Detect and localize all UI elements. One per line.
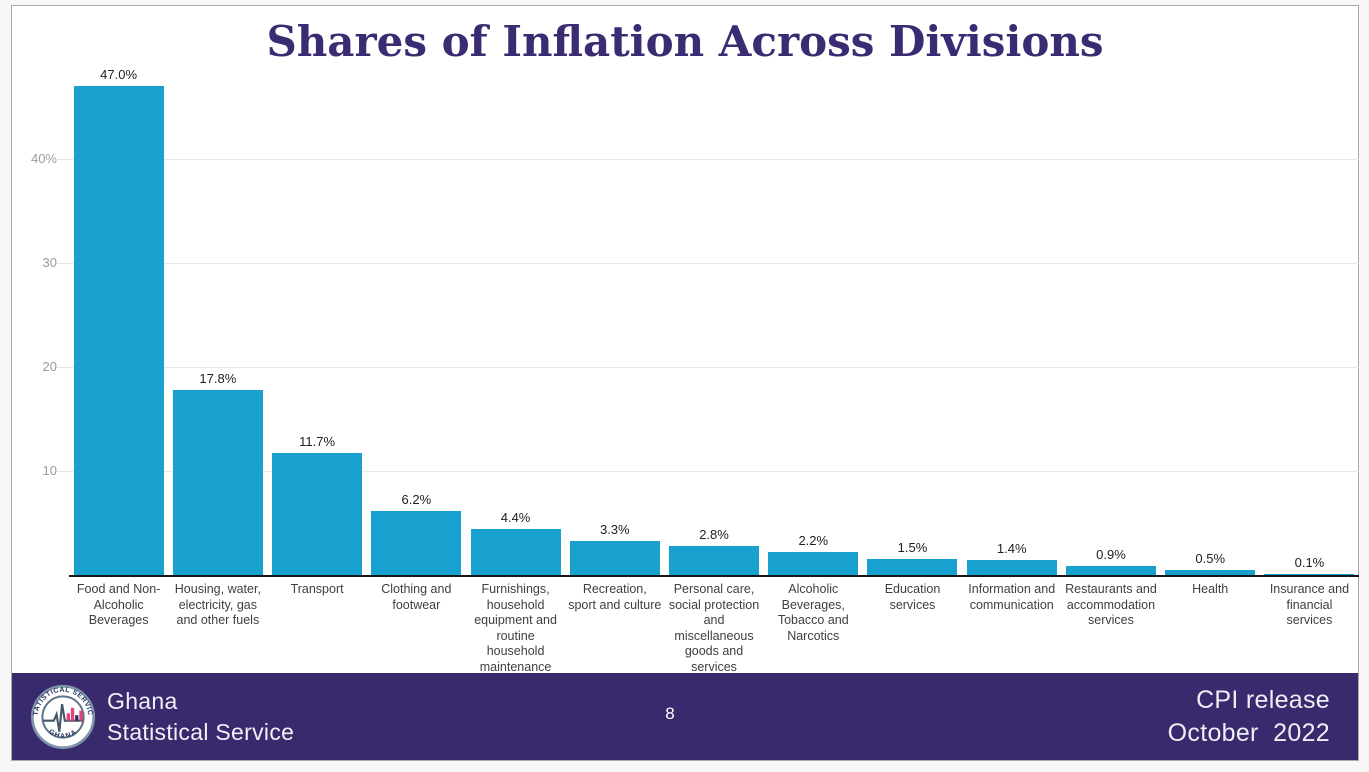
org-name: Ghana Statistical Service <box>107 686 294 748</box>
footer-bar: STATISTICAL SERVICE GHANA Ghana Statisti… <box>12 673 1358 760</box>
bar-column: 2.2% <box>764 533 863 575</box>
bar <box>73 86 164 575</box>
logo-pulse-line <box>42 703 84 732</box>
bars-container: 47.0% 17.8% 11.7% 6.2% 4.4% 3.3% 2.8% 2.2% 1.5% 1… <box>69 55 1359 575</box>
bar-value-label: 0.1% <box>1294 554 1325 570</box>
category-label: Transport <box>290 582 344 596</box>
logo-bar-3 <box>75 714 79 721</box>
logo-bar-1 <box>66 712 70 721</box>
bar <box>1065 565 1156 575</box>
bar-value-label: 2.2% <box>798 533 829 549</box>
x-axis-labels: Food and Non-Alcoholic Beverages Housing,… <box>69 582 1359 675</box>
bar-value-label: 3.3% <box>599 521 630 537</box>
category-label: Information and communication <box>968 582 1056 612</box>
bar <box>1165 569 1256 575</box>
bar-value-label: 4.4% <box>500 510 531 526</box>
logo-ekg-chart <box>42 703 84 732</box>
bar-value-label: 1.5% <box>897 540 928 556</box>
logo-inner-ring <box>41 694 85 739</box>
category-label: Personal care, social protection and mis… <box>668 582 760 674</box>
bar <box>669 545 760 575</box>
bar-column: 4.4% <box>466 510 565 575</box>
bar <box>1264 573 1355 575</box>
bar-column: 6.2% <box>367 492 466 575</box>
chart-title: Shares of Inflation Across Divisions <box>266 17 1104 66</box>
logo-bar-4 <box>79 710 83 721</box>
bar <box>966 560 1057 575</box>
bar <box>768 552 859 575</box>
bar-column: 0.1% <box>1260 555 1359 575</box>
bar-value-label: 6.2% <box>401 491 432 507</box>
bar-column: 0.9% <box>1061 547 1160 575</box>
bar <box>470 529 561 575</box>
bar <box>272 453 363 575</box>
x-axis-line <box>69 575 1359 577</box>
bar-value-label: 47.0% <box>100 67 138 83</box>
release-line1: CPI release <box>1196 685 1330 714</box>
bar-column: 2.8% <box>664 527 763 575</box>
gss-logo: STATISTICAL SERVICE GHANA <box>30 684 96 749</box>
category-label: Clothing and footwear <box>381 582 452 612</box>
y-tick-30 <box>57 263 69 264</box>
brand: STATISTICAL SERVICE GHANA Ghana Statisti… <box>30 684 294 750</box>
gridline-10 <box>69 471 1359 472</box>
y-tick-label-10: 10 <box>42 463 57 478</box>
y-tick-10 <box>57 471 69 472</box>
bar-value-label: 0.5% <box>1195 550 1226 566</box>
bar-value-label: 2.8% <box>699 526 729 542</box>
bar <box>172 389 263 575</box>
category-label: Furnishings, household equipment and rou… <box>474 582 557 674</box>
bar-column: 1.4% <box>962 541 1061 575</box>
category-label: Alcoholic Beverages, Tobacco and Narcoti… <box>777 582 849 643</box>
category-label: Housing, water, electricity, gas and oth… <box>174 582 261 627</box>
plot-area: 10 20 30 40% 47.0% 17.8% 11.7% 6.2% 4.4% 3.3% 2.8%… <box>31 55 1359 577</box>
category-label: Health <box>1192 582 1229 596</box>
org-name-line2: Statistical Service <box>107 718 295 745</box>
y-tick-label-40: 40% <box>30 151 57 166</box>
logo-bottom-text: GHANA <box>47 728 79 740</box>
category-label: Restaurants and accommodation services <box>1065 582 1157 627</box>
bar-column: 17.8% <box>168 371 267 575</box>
bar-value-label: 0.9% <box>1096 546 1126 562</box>
bar <box>371 510 462 575</box>
gridline-30 <box>69 263 1359 264</box>
slide: Shares of Inflation Across Divisions 10 2… <box>11 5 1359 761</box>
gridline-40 <box>69 159 1359 160</box>
category-label: Recreation, sport and culture <box>568 582 662 612</box>
bar-column: 0.5% <box>1161 551 1260 575</box>
bar-column: 1.5% <box>863 540 962 575</box>
category-label: Food and Non-Alcoholic Beverages <box>76 582 161 627</box>
bar-column: 47.0% <box>69 67 168 575</box>
bar-value-label: 17.8% <box>199 370 237 386</box>
y-tick-label-20: 20 <box>42 359 57 374</box>
release-info: CPI release October 2022 <box>1168 684 1330 750</box>
release-line2: October 2022 <box>1167 718 1330 747</box>
category-label: Insurance and financial services <box>1269 582 1350 627</box>
logo-bar-2 <box>70 707 75 721</box>
bar <box>867 559 958 575</box>
y-tick-20 <box>57 367 69 368</box>
bar-value-label: 1.4% <box>996 541 1027 557</box>
org-name-line1: Ghana <box>107 687 178 714</box>
gridline-20 <box>69 367 1359 368</box>
y-tick-40 <box>57 159 69 160</box>
category-label: Education services <box>884 582 941 612</box>
y-tick-label-30: 30 <box>42 255 57 270</box>
page-number: 8 <box>665 704 675 723</box>
bar <box>569 540 660 575</box>
bar-column: 3.3% <box>565 522 664 575</box>
bar-value-label: 11.7% <box>299 434 336 450</box>
bar-column: 11.7% <box>267 434 366 575</box>
